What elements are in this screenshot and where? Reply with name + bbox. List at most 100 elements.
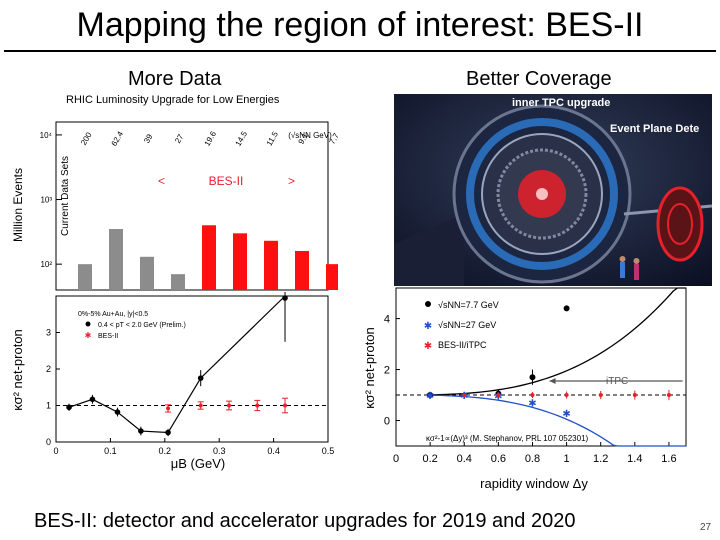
model-label: κσ²-1∝(Δy)³ (M. Stephanov, PRL 107 05230…	[426, 434, 589, 443]
scatter-y-tick-label: 0	[46, 437, 51, 447]
scatter-ylabel: κσ² net-proton	[10, 329, 25, 411]
luminosity-subtitle: RHIC Luminosity Upgrade for Low Energies	[66, 94, 280, 106]
point-bes2itpc	[496, 393, 501, 398]
prelim-point	[89, 396, 96, 403]
star-detector-barrel	[452, 104, 632, 284]
bar-chart: Million Events Current Data Sets (√sNN G…	[11, 121, 338, 291]
prelim-point	[138, 428, 144, 434]
event-plane-detector	[656, 186, 704, 262]
rapidity-x-tick-label: 1.6	[661, 453, 676, 465]
bes2-bar	[233, 233, 247, 290]
current-bar	[109, 228, 123, 290]
scatter-legend-title: 0%-5% Au+Au, |y|<0.5	[78, 311, 148, 318]
rapidity-y-tick-label: 4	[384, 314, 390, 326]
event-plane-label: Event Plane Dete	[610, 123, 699, 135]
scatter-x-tick-label: 0.4	[267, 446, 280, 456]
rapidity-x-tick-label: 1	[564, 453, 570, 465]
right-column-header: Better Coverage	[466, 68, 612, 90]
bes2-bar	[264, 240, 278, 290]
energy-label: 200	[79, 130, 94, 147]
legend-marker-27gev: ✱	[424, 321, 432, 332]
rapidity-y-tick-label: 2	[384, 365, 390, 377]
rapidity-xlabel: rapidity window Δy	[480, 476, 588, 491]
rapidity-x-tick-label: 0.2	[422, 453, 437, 465]
current-bar	[140, 256, 154, 290]
current-bar	[171, 274, 185, 290]
rapidity-x-tick-label: 0.8	[525, 453, 540, 465]
scatter-x-tick-label: 0.1	[104, 446, 117, 456]
scatter-legend-prelim: 0.4 < pT < 2.0 GeV (Prelim.)	[98, 322, 186, 329]
point-bes2itpc	[598, 393, 603, 398]
bar-ylabel-inner: Current Data Sets	[60, 156, 71, 236]
rapidity-x-tick-label: 1.4	[627, 453, 642, 465]
model-curve-7gev	[430, 287, 686, 396]
rapidity-legend-7gev: √sNN=7.7 GeV	[438, 300, 499, 310]
rapidity-ylabel: κσ² net-proton	[362, 327, 377, 409]
point-7gev	[563, 305, 570, 312]
point-7gev	[529, 374, 536, 381]
rapidity-legend-27gev: √sNN=27 GeV	[438, 320, 496, 330]
rapidity-x-tick-label: 0.4	[457, 453, 472, 465]
slide-footer: BES-II: detector and accelerator upgrade…	[34, 510, 576, 532]
energy-label: 19.6	[203, 129, 219, 147]
people-figures	[619, 256, 640, 280]
point-bes2itpc	[564, 393, 569, 398]
bes2-point	[166, 406, 171, 411]
rapidity-y-tick-label: 0	[384, 416, 390, 428]
energy-header: (√sNN GeV)	[288, 131, 332, 140]
bes2-band-left: <	[158, 174, 165, 188]
scatter-x-tick-label: 0	[53, 446, 58, 456]
bar-y-tick-label: 10⁴	[40, 131, 53, 140]
model-curve-27gev	[430, 394, 686, 447]
slide-title: Mapping the region of interest: BES-II	[76, 6, 644, 44]
energy-label: 14.5	[234, 129, 250, 147]
bes2-point	[255, 403, 260, 408]
prelim-point	[197, 375, 204, 381]
scatter-xlabel: μB (GeV)	[171, 456, 225, 471]
rapidity-x-tick-label: 1.2	[593, 453, 608, 465]
point-27gev: ✱	[528, 399, 536, 410]
title-rule	[4, 50, 716, 52]
page-number: 27	[700, 522, 712, 533]
scatter-x-tick-label: 0.3	[213, 446, 226, 456]
bes2-bar	[295, 250, 309, 290]
prelim-point	[165, 429, 171, 436]
legend-marker-bes2itpc: ✱	[424, 341, 432, 352]
energy-label: 62.4	[110, 129, 126, 147]
bar-chart-frame	[55, 121, 329, 291]
prelim-point	[66, 404, 72, 411]
bes2-band-right: >	[288, 174, 295, 188]
energy-label: 27	[173, 132, 186, 145]
bar-ylabel-outer: Million Events	[11, 168, 25, 242]
floor-structure	[394, 214, 464, 286]
bes2-point	[226, 403, 231, 408]
scatter-x-tick-label: 0.2	[159, 446, 172, 456]
legend-marker-bes2: ✱	[85, 331, 92, 340]
bar-y-tick-label: 10²	[40, 260, 52, 269]
point-bes2itpc	[530, 393, 535, 398]
point-bes2itpc	[666, 393, 671, 398]
scatter-legend-bes2: BES-II	[98, 333, 118, 340]
scatter-x-tick-label: 0.5	[322, 446, 335, 456]
point-bes2itpc	[462, 393, 467, 398]
bes2-band-label: BES-II	[209, 174, 244, 188]
rapidity-x-tick-label: 0.6	[491, 453, 506, 465]
point-27gev: ✱	[562, 409, 570, 420]
legend-marker-prelim	[85, 321, 91, 327]
energy-label: 7.7	[328, 131, 338, 146]
energy-label: 39	[142, 132, 155, 145]
left-column-header: More Data	[128, 68, 222, 90]
kappa-sigma-vs-mub-chart: κσ² net-proton μB (GeV) 0%-5% Au+Au, |y|…	[10, 292, 335, 471]
energy-label: 11.5	[265, 130, 281, 148]
prelim-point	[114, 409, 121, 415]
point-bes2itpc	[632, 393, 637, 398]
bes2-bar	[202, 225, 216, 290]
point-27gev: ✱	[426, 391, 434, 402]
prelim-point	[282, 295, 288, 301]
scatter-y-tick-label: 2	[46, 364, 51, 374]
itpc-arrow-head	[549, 378, 556, 385]
inner-tpc-label: inner TPC upgrade	[512, 97, 610, 109]
bes2-bar	[326, 264, 338, 290]
legend-marker-7gev	[425, 301, 431, 307]
current-bar	[78, 264, 92, 290]
